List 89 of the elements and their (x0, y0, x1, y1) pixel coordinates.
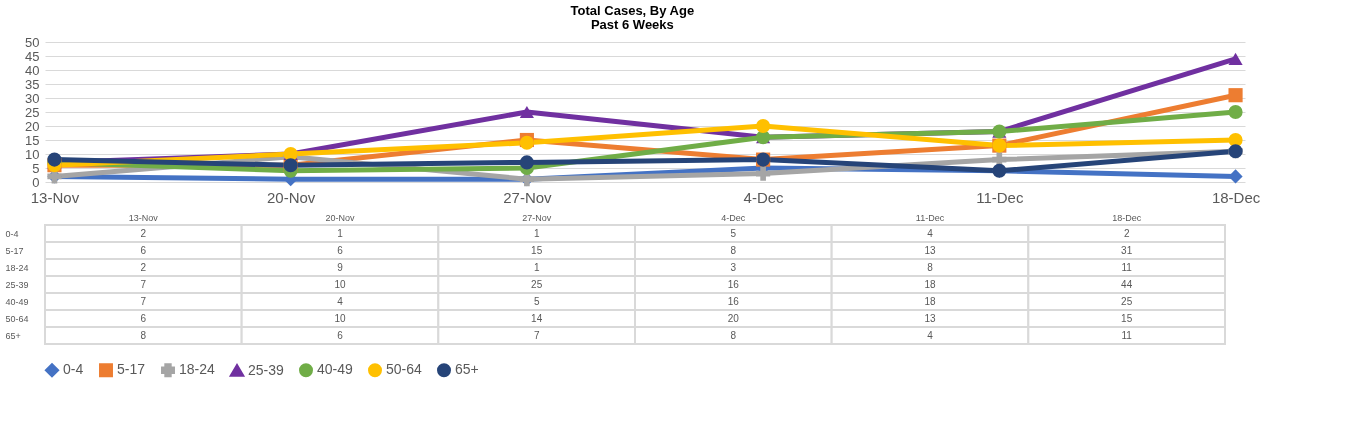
data-label: 5 (730, 227, 737, 239)
category-label: 18-Dec (1112, 212, 1142, 223)
data-label: 1 (533, 227, 540, 239)
data-label: 6 (140, 244, 147, 256)
point (1228, 52, 1243, 65)
y-tick-label: 40 (25, 62, 40, 78)
data-label: 25 (1121, 295, 1133, 307)
data-label: 2 (1123, 227, 1130, 239)
data-label: 7 (140, 278, 147, 290)
data-label: 1 (533, 261, 540, 273)
data-label: 20 (727, 312, 740, 324)
category-label: 27-Nov (522, 212, 552, 223)
data-label: 8 (927, 261, 934, 273)
data-label: 15 (1121, 312, 1133, 324)
point (756, 118, 771, 134)
data-label: 9 (337, 261, 344, 273)
data-label: 14 (531, 312, 543, 324)
data-label: 8 (730, 329, 737, 341)
chart-subtitle: Past 6 Weeks (590, 17, 674, 32)
data-label: 18 (924, 295, 936, 307)
data-label: 10 (334, 278, 346, 290)
data-label: 11 (1121, 261, 1133, 273)
data-label: 16 (727, 278, 740, 290)
x-tick-label: 11-Dec (976, 188, 1024, 206)
data-label: 1 (337, 227, 344, 239)
y-tick-label: 35 (25, 76, 40, 92)
chart-title: Total Cases, By Age (570, 3, 695, 18)
text: 50-64 (5, 313, 29, 324)
text: 18-24 (5, 262, 29, 273)
data-label: 11 (1121, 329, 1133, 341)
x-tick-label: 13-Nov (30, 188, 80, 206)
data-label: 6 (337, 329, 344, 341)
text: 5-17 (5, 245, 24, 256)
x-tick-label: 20-Nov (266, 188, 316, 206)
y-tick-label: 25 (25, 104, 40, 120)
legend-label: 65+ (455, 361, 479, 378)
y-tick-label: 0 (32, 174, 40, 190)
x-tick-label: 18-Dec (1211, 188, 1261, 206)
data-label: 7 (533, 329, 540, 341)
text: 65+ (5, 330, 21, 341)
category-label: 13-Nov (128, 212, 158, 223)
data-label: 25 (531, 278, 543, 290)
data-label: 2 (140, 227, 147, 239)
data-label: 18 (924, 278, 936, 290)
legend-label: 40-49 (317, 361, 354, 378)
data-label: 6 (140, 312, 147, 324)
text: 40-49 (5, 296, 29, 307)
data-label: 4 (927, 329, 934, 341)
y-tick-label: 15 (25, 132, 40, 148)
point (519, 105, 534, 119)
y-tick-label: 20 (25, 118, 40, 134)
data-label: 31 (1121, 244, 1133, 256)
y-tick-label: 50 (25, 34, 40, 50)
data-label: 3 (730, 261, 737, 273)
y-tick-label: 45 (25, 48, 40, 64)
y-tick-label: 5 (32, 160, 40, 176)
legend-label: 0-4 (63, 361, 84, 378)
point (519, 155, 534, 170)
data-label: 8 (730, 244, 737, 256)
text: 0-4 (5, 228, 19, 239)
category-label: 11-Dec (915, 212, 945, 223)
x-tick-label: 27-Nov (503, 188, 553, 206)
legend-label: 18-24 (179, 361, 216, 378)
legend-label: 50-64 (386, 361, 423, 378)
category-label: 20-Nov (325, 212, 355, 223)
data-label: 2 (140, 261, 147, 273)
data-label: 6 (337, 244, 344, 256)
data-label: 13 (924, 312, 936, 324)
point (1228, 169, 1243, 184)
point (756, 166, 771, 181)
data-label: 13 (924, 244, 936, 256)
legend-label: 25-39 (248, 361, 285, 378)
data-label: 15 (531, 244, 543, 256)
data-label: 4 (337, 295, 344, 307)
data-label: 10 (334, 312, 346, 324)
data-label: 4 (927, 227, 934, 239)
data-label: 8 (140, 329, 147, 341)
data-label: 16 (727, 295, 740, 307)
y-tick-label: 10 (25, 146, 40, 162)
point (1228, 104, 1243, 120)
text: 25-39 (5, 279, 29, 290)
y-tick-label: 30 (25, 90, 40, 106)
data-label: 44 (1121, 278, 1133, 290)
legend-label: 5-17 (117, 361, 146, 378)
data-label: 7 (140, 295, 147, 307)
x-tick-label: 4-Dec (743, 188, 785, 206)
point (1228, 88, 1243, 103)
category-label: 4-Dec (721, 212, 746, 223)
data-label: 5 (533, 295, 540, 307)
